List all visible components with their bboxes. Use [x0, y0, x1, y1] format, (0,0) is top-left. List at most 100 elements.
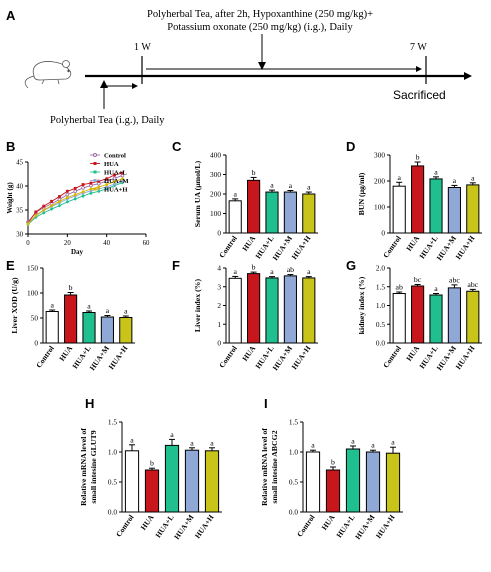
category-label: HUA+H: [290, 234, 313, 261]
y-tick-label: 150: [27, 264, 38, 273]
category-label: HUA+H: [107, 344, 130, 371]
y-tick-label: 400: [210, 151, 221, 160]
y-tick-label: 1: [217, 320, 221, 329]
significance-letter: a: [190, 438, 194, 447]
legend-label: HUA+M: [104, 178, 129, 185]
y-tick-label: 1.0: [108, 448, 117, 457]
bar-hua: [144, 469, 160, 513]
y-axis-label: Weight (g): [6, 182, 14, 214]
category-label: HUA: [240, 344, 257, 363]
data-point: [89, 191, 93, 195]
bar-hua-m: [283, 275, 297, 344]
data-point: [34, 210, 38, 214]
bar-hua-m: [184, 449, 200, 513]
bar-hua: [64, 294, 78, 344]
top-arrow-head: [258, 62, 266, 70]
data-point: [65, 196, 69, 199]
legend-marker: [93, 170, 97, 174]
legend-marker: [93, 179, 97, 182]
legend-label: Control: [104, 152, 126, 159]
panel-label-e: E: [6, 258, 15, 273]
category-label: HUA+H: [290, 344, 313, 371]
data-point: [42, 211, 46, 215]
y-axis-label: Serum UA (μmol/L): [193, 160, 202, 227]
bottom-arrow-head: [100, 80, 108, 88]
bar-hua-l: [265, 277, 279, 344]
timeline-top-text-line1: Polyherbal Tea, after 2h, Hypoxanthine (…: [147, 9, 373, 20]
y-tick-label: 35: [16, 208, 23, 215]
data-point: [113, 182, 116, 186]
bar-hua-h: [385, 452, 401, 513]
panel-i-chart: 0.0 0.5 1.0 1.5 Relative mRNA level of small …: [260, 418, 403, 541]
y-tick-label: 40: [16, 184, 23, 191]
significance-letter: b: [252, 263, 256, 272]
data-point: [65, 189, 69, 193]
y-tick-label: 2: [217, 301, 221, 310]
category-label: HUA: [320, 513, 337, 532]
bar-control: [305, 451, 321, 513]
data-point: [121, 177, 124, 181]
bar-control: [45, 311, 59, 344]
panel-label-d: D: [346, 139, 355, 154]
significance-letter: a: [289, 181, 293, 190]
y-tick-label: 100: [374, 203, 385, 212]
data-point: [81, 194, 85, 198]
bar-hua: [247, 273, 261, 344]
bar-hua-m: [447, 187, 461, 234]
data-point: [65, 192, 70, 197]
y-axis-label: Liver XOD (U/g): [10, 277, 19, 334]
data-point: [50, 207, 53, 211]
y-tick-label: 2.0: [376, 264, 385, 273]
y-tick-label: 1.0: [376, 301, 385, 310]
category-label: Control: [34, 344, 56, 370]
bar-hua-h: [204, 450, 220, 513]
category-label: Control: [217, 344, 239, 370]
category-label: HUA: [404, 234, 421, 253]
significance-letter: b: [416, 153, 420, 162]
panel-c-chart: 0 100 200 300 400 Serum UA (μmol/L) a Control b H…: [193, 151, 318, 262]
x-tick-label: 0: [26, 240, 30, 247]
data-point: [105, 177, 109, 181]
y-tick-label: 0: [217, 339, 221, 348]
y-tick-label: 200: [210, 190, 221, 199]
data-point: [113, 180, 116, 184]
category-label: HUA+H: [454, 344, 477, 371]
y-axis-label: small intesine ABCG2: [270, 430, 279, 503]
significance-letter: a: [391, 438, 395, 447]
y-tick-label: 200: [374, 177, 385, 186]
bar-hua-m: [447, 287, 461, 344]
x-tick-label: 20: [64, 240, 71, 247]
data-point: [105, 185, 109, 189]
category-label: HUA: [139, 513, 156, 532]
mouse-icon: [24, 60, 72, 89]
category-label: HUA+H: [374, 513, 397, 540]
data-point: [73, 197, 77, 201]
significance-letter: a: [307, 267, 311, 276]
data-point: [81, 190, 85, 194]
week7-label: 7 W: [410, 42, 427, 53]
y-tick-label: 300: [374, 151, 385, 160]
data-point: [42, 208, 46, 212]
significance-letter: a: [453, 176, 457, 185]
bar-hua: [411, 285, 425, 344]
significance-letter: a: [87, 302, 91, 311]
panel-label-h: H: [85, 396, 94, 411]
data-point: [97, 185, 101, 189]
data-point: [58, 204, 61, 208]
y-tick-label: 0.0: [108, 508, 117, 517]
significance-letter: ab: [396, 283, 403, 292]
data-point: [58, 195, 61, 198]
data-point: [81, 183, 85, 186]
bar-hua-l: [429, 294, 443, 344]
data-point: [113, 173, 116, 177]
legend-marker: [93, 187, 97, 191]
y-axis-label: small intesine GLUT9: [89, 430, 98, 503]
category-label: Control: [217, 234, 239, 260]
y-tick-label: 0: [381, 229, 385, 238]
category-label: HUA+M: [172, 513, 195, 541]
y-axis-label: kidney index (%): [357, 276, 366, 334]
y-tick-label: 30: [16, 232, 23, 239]
bar-hua-h: [119, 317, 133, 344]
significance-letter: b: [69, 283, 73, 292]
